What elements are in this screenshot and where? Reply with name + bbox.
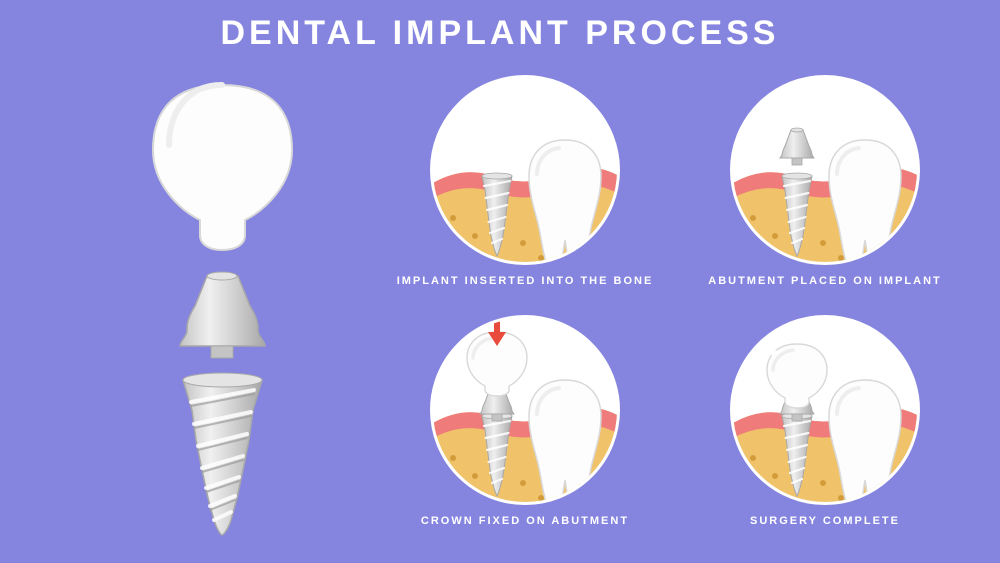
hero-crown bbox=[153, 85, 292, 250]
step-4-illustration bbox=[730, 315, 920, 505]
step-2-illustration bbox=[730, 75, 920, 265]
step-3: CROWN FIXED ON ABUTMENT bbox=[395, 315, 655, 545]
hero-abutment bbox=[180, 272, 265, 358]
hero-screw bbox=[183, 373, 262, 535]
step-1-illustration bbox=[430, 75, 620, 265]
steps-grid: IMPLANT INSERTED INTO THE BONE ABUTMENT P… bbox=[395, 75, 955, 545]
infographic-canvas: DENTAL IMPLANT PROCESS bbox=[0, 0, 1000, 563]
step-4: SURGERY COMPLETE bbox=[695, 315, 955, 545]
step-1: IMPLANT INSERTED INTO THE BONE bbox=[395, 75, 655, 305]
step-3-illustration bbox=[430, 315, 620, 505]
hero-exploded-implant bbox=[125, 80, 320, 540]
step-3-caption: CROWN FIXED ON ABUTMENT bbox=[421, 515, 629, 527]
step-2-caption: ABUTMENT PLACED ON IMPLANT bbox=[708, 275, 942, 287]
step-2: ABUTMENT PLACED ON IMPLANT bbox=[695, 75, 955, 305]
step-1-caption: IMPLANT INSERTED INTO THE BONE bbox=[397, 275, 654, 287]
hero-svg bbox=[125, 80, 320, 540]
step-4-caption: SURGERY COMPLETE bbox=[750, 515, 900, 527]
main-title: DENTAL IMPLANT PROCESS bbox=[0, 14, 1000, 53]
